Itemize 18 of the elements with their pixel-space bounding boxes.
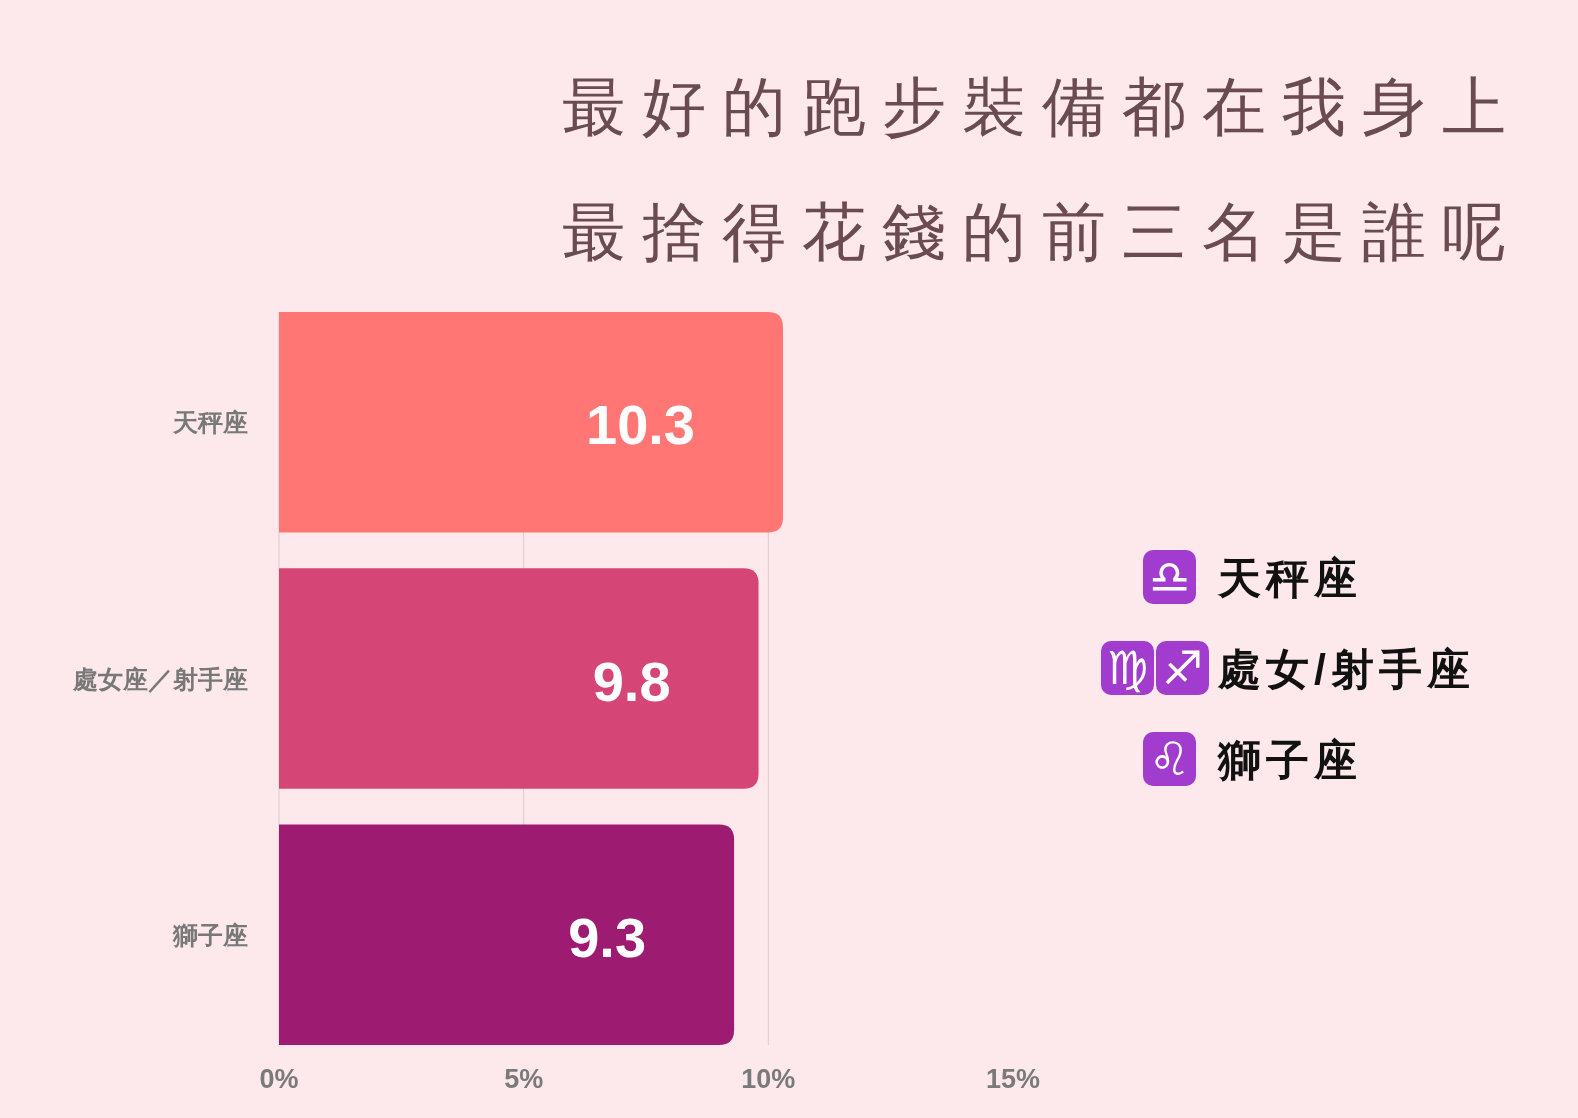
x-tick-label: 0% xyxy=(259,1064,299,1094)
text: ♌ 獅子座 xyxy=(1148,732,1362,786)
data-label: 9.8 xyxy=(592,649,671,713)
y-tick-label: 天秤座 xyxy=(172,408,248,437)
y-tick-label: 獅子座 xyxy=(172,920,248,949)
data-label: 10.3 xyxy=(586,393,696,457)
bar xyxy=(279,824,735,1046)
bar xyxy=(279,568,759,789)
x-tick-label: 5% xyxy=(504,1064,544,1094)
text: ♎ 天秤座 xyxy=(1148,550,1362,604)
x-tick-label: 10% xyxy=(741,1064,796,1094)
x-tick-label: 15% xyxy=(985,1064,1041,1094)
data-label: 9.3 xyxy=(568,905,647,969)
bar xyxy=(279,311,784,533)
chart-subtitle: 最捨得花錢的前三名是誰呢 xyxy=(562,196,1522,268)
text: ♍♐處女/射手座 xyxy=(1106,641,1475,695)
chart-title: 最好的跑步裝備都在我身上 xyxy=(562,71,1522,143)
y-tick-label: 處女座／射手座 xyxy=(72,664,248,693)
